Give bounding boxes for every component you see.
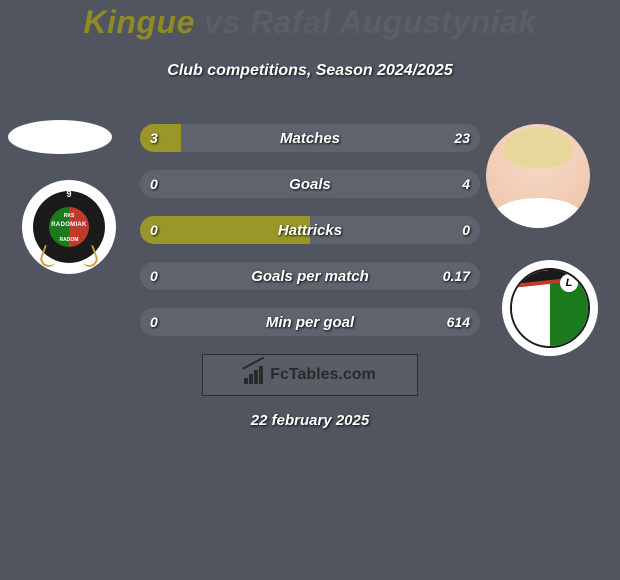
laurel-icon	[38, 245, 60, 269]
stat-bar-right-value: 23	[454, 124, 470, 152]
stat-bar-right-value: 0.17	[443, 262, 470, 290]
stat-bar: Goals per match0 0.17	[140, 262, 480, 290]
stat-bar-right-value: 0	[462, 216, 470, 244]
brand-text: FcTables.com	[270, 366, 376, 384]
stat-bar-left-value: 0	[150, 216, 158, 244]
club-left-number: 9	[33, 189, 105, 199]
player-right-name: Rafal Augustyniak	[250, 4, 536, 40]
stat-bar-label: Hattricks	[140, 216, 480, 244]
club-left-rks: RKS	[49, 213, 89, 219]
stat-bar-right-value: 4	[462, 170, 470, 198]
stat-bars: Matches323Goals04Hattricks00Goals per ma…	[140, 124, 480, 354]
club-right-letter: L	[560, 274, 578, 292]
stat-bar-left-value: 0	[150, 170, 158, 198]
stat-bar-left-value: 0	[150, 308, 158, 336]
stat-bar-label: Goals	[140, 170, 480, 198]
player-left-name: Kingue	[83, 4, 194, 40]
club-left-city: RADOM	[49, 237, 89, 243]
stat-bar: Hattricks0 0	[140, 216, 480, 244]
club-left-badge: 9 RKS RADOMIAK RADOM	[22, 180, 116, 274]
date-label: 22 february 2025	[0, 412, 620, 429]
chart-icon	[244, 366, 264, 384]
stat-bar-label: Matches	[140, 124, 480, 152]
laurel-icon	[78, 245, 100, 269]
stat-bar-label: Goals per match	[140, 262, 480, 290]
page-title: Kingue vs Rafal Augustyniak	[0, 4, 620, 41]
stat-bar-left-value: 3	[150, 124, 158, 152]
stat-bar-left-value: 0	[150, 262, 158, 290]
stat-bar: Min per goal0 614	[140, 308, 480, 336]
title-vs: vs	[204, 4, 241, 40]
club-right-badge: L	[502, 260, 598, 356]
brand-box[interactable]: FcTables.com	[202, 354, 418, 396]
avatar	[8, 120, 112, 154]
subtitle: Club competitions, Season 2024/2025	[0, 62, 620, 80]
stat-bar-label: Min per goal	[140, 308, 480, 336]
avatar	[486, 124, 590, 228]
stat-bar-right-value: 614	[447, 308, 470, 336]
stat-bar: Goals0 4	[140, 170, 480, 198]
stat-bar: Matches3 23	[140, 124, 480, 152]
club-left-name: RADOMIAK	[49, 222, 89, 228]
